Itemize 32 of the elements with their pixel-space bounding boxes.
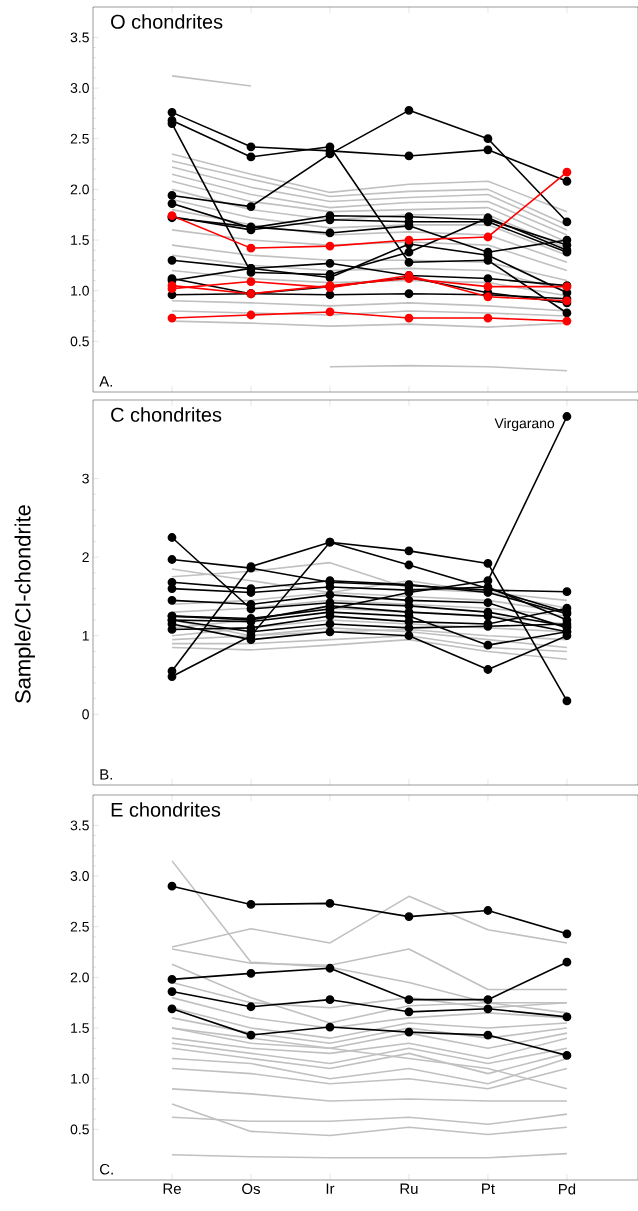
- x-tick-label: Pd: [559, 1183, 576, 1195]
- y-tick-label: 2.5: [70, 133, 89, 144]
- y-tick-label: 1.0: [71, 285, 89, 296]
- y-tick-label: 1.0: [71, 1073, 89, 1084]
- annotation: C.: [100, 1163, 113, 1175]
- chart-title: O chondrites: [111, 14, 223, 29]
- x-tick-label: Os: [242, 1183, 260, 1195]
- x-tick-label: Ru: [400, 1183, 418, 1194]
- chart-title: C chondrites: [111, 407, 222, 422]
- y-tick-label: 3: [82, 473, 89, 484]
- annotation: B.: [100, 769, 112, 780]
- y-tick-label: 3.0: [70, 83, 89, 93]
- x-tick-label: Re: [163, 1183, 181, 1194]
- y-tick-label: 3.5: [70, 32, 89, 43]
- y-tick-label: 1.5: [71, 235, 89, 245]
- x-tick-label: Ir: [326, 1183, 335, 1194]
- y-tick-label: 2.0: [70, 972, 89, 983]
- y-tick-label: 0: [82, 709, 89, 720]
- y-tick-label: 1: [82, 630, 89, 641]
- annotation: Virgarano: [494, 418, 555, 431]
- y-tick-label: 0.5: [70, 336, 89, 347]
- y-tick-label: 2: [82, 552, 89, 563]
- y-axis-title: Sample/CI-chondrite: [14, 505, 35, 703]
- y-tick-label: 2.0: [70, 184, 89, 195]
- y-tick-label: 3.5: [70, 820, 89, 831]
- y-tick-label: 3.0: [70, 871, 89, 882]
- y-tick-label: 0.5: [70, 1124, 89, 1135]
- x-tick-label: Pt: [482, 1183, 495, 1194]
- y-tick-label: 1.5: [71, 1023, 89, 1033]
- annotation: A.: [99, 376, 112, 387]
- y-tick-label: 2.5: [70, 921, 89, 932]
- chart-title: E chondrites: [111, 802, 221, 817]
